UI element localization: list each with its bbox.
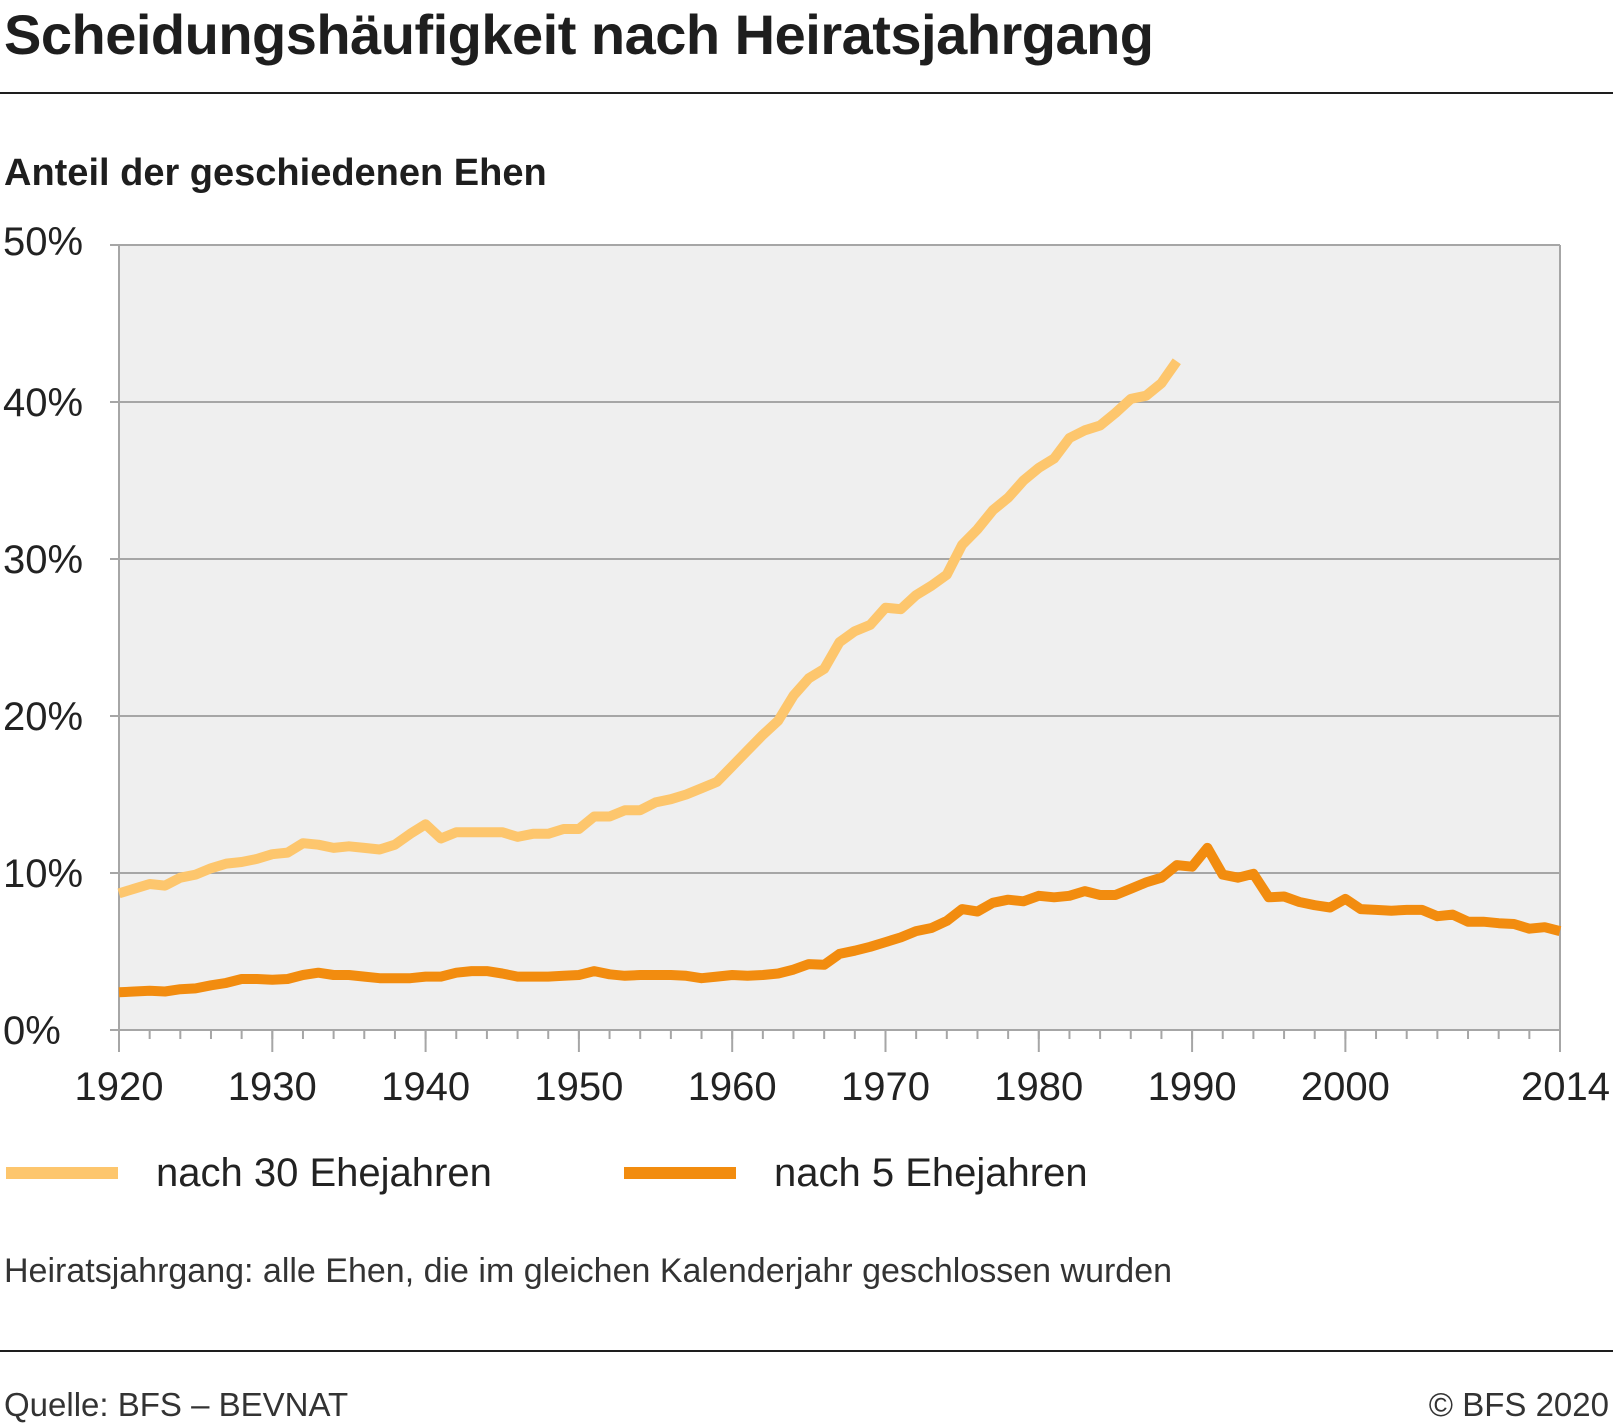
series-line-5-years [118, 842, 1562, 998]
legend-swatch-5-years [624, 1167, 736, 1179]
x-tick-label: 2000 [1301, 1065, 1390, 1109]
chart-title: Scheidungshäufigkeit nach Heiratsjahrgan… [4, 3, 1154, 66]
line-chart: 0% 10% 20% 30% 40% 50% 1920 1930 1940 1950 1960 197… [3, 220, 1610, 1109]
legend-item-5-years: nach 5 Ehejahren [624, 1148, 1088, 1198]
y-tick-label: 40% [3, 381, 83, 425]
legend-item-30-years: nach 30 Ehejahren [6, 1148, 492, 1198]
legend-label-30-years: nach 30 Ehejahren [156, 1150, 492, 1195]
series-line-30-years [117, 358, 1181, 899]
top-rule [0, 92, 1613, 94]
x-tick-label: 1930 [228, 1065, 317, 1109]
source-text: Quelle: BFS – BEVNAT [4, 1386, 349, 1423]
x-tick-label: 1920 [75, 1065, 164, 1109]
copyright-text: © BFS 2020 [1428, 1386, 1609, 1423]
y-tick-label: 50% [3, 220, 83, 264]
y-tick-label: 10% [3, 852, 83, 896]
x-tick-label: 1960 [688, 1065, 777, 1109]
bottom-rule [0, 1350, 1613, 1352]
y-axis-title: Anteil der geschiedenen Ehen [4, 152, 547, 194]
x-tick-label: 1970 [841, 1065, 930, 1109]
x-tick-label: 2014 [1521, 1065, 1610, 1109]
x-tick-label: 1980 [994, 1065, 1083, 1109]
y-tick-label: 30% [3, 538, 83, 582]
x-tick-label: 1940 [381, 1065, 470, 1109]
x-tick-label: 1990 [1148, 1065, 1237, 1109]
legend-label-5-years: nach 5 Ehejahren [774, 1150, 1088, 1195]
legend-swatch-30-years [6, 1167, 118, 1179]
x-tick-label: 1950 [534, 1065, 623, 1109]
footnote: Heiratsjahrgang: alle Ehen, die im gleic… [4, 1252, 1173, 1290]
y-tick-label: 0% [3, 1009, 61, 1053]
y-tick-label: 20% [3, 695, 83, 739]
